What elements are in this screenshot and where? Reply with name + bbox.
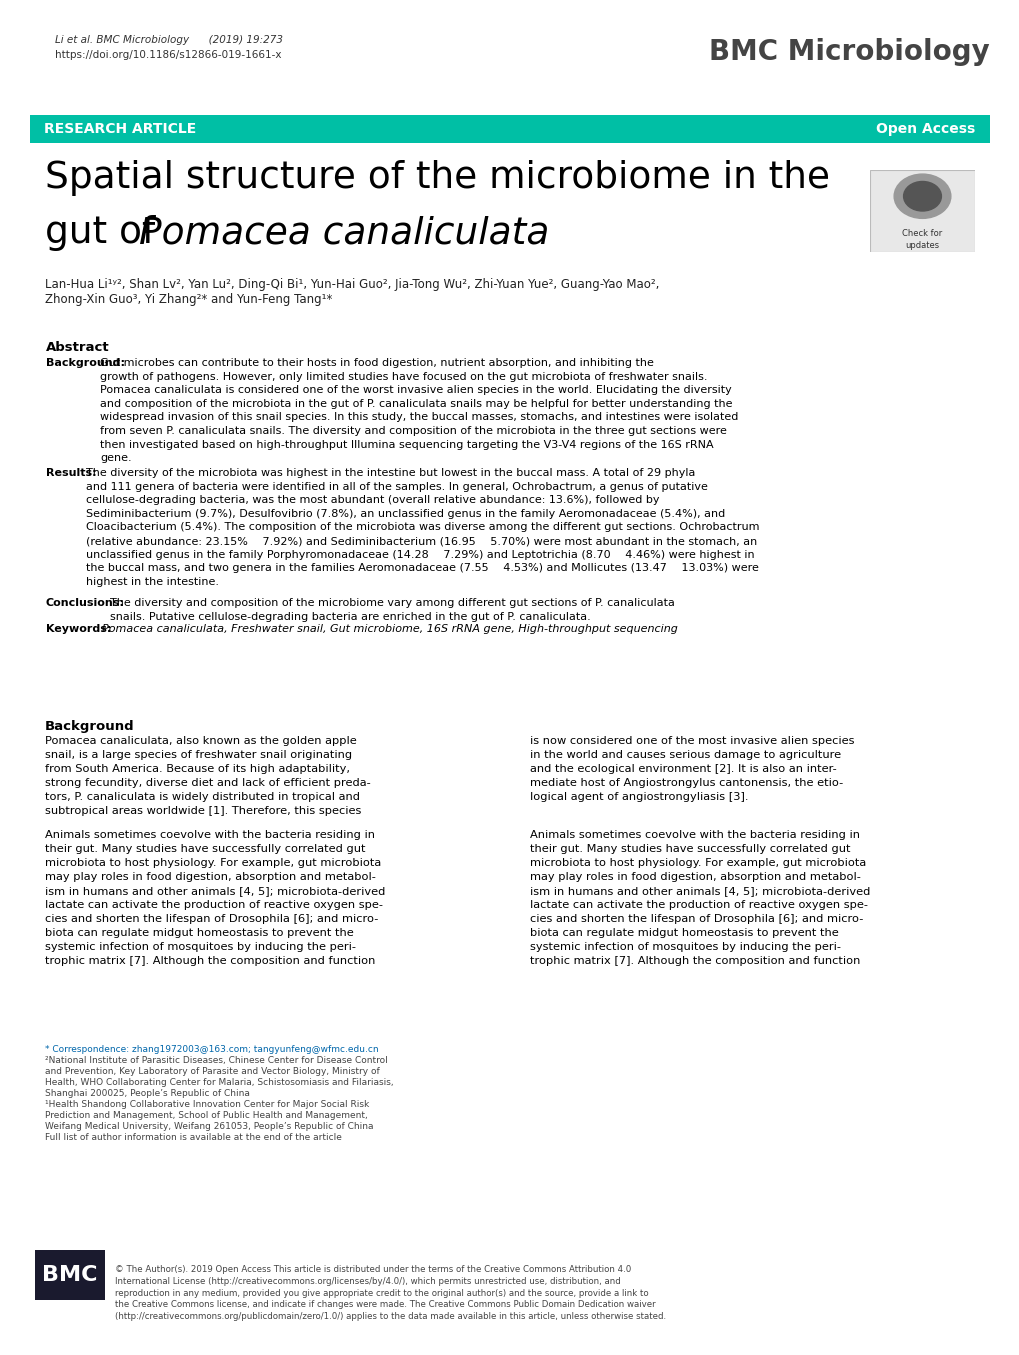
Text: Pomacea canaliculata: Pomacea canaliculata <box>139 215 549 251</box>
Text: Check for: Check for <box>902 229 942 238</box>
Text: RESEARCH ARTICLE: RESEARCH ARTICLE <box>45 122 197 136</box>
Text: Pomacea canaliculata, Freshwater snail, Gut microbiome, 16S rRNA gene, High-thro: Pomacea canaliculata, Freshwater snail, … <box>102 625 678 634</box>
Text: and Prevention, Key Laboratory of Parasite and Vector Biology, Ministry of: and Prevention, Key Laboratory of Parasi… <box>45 1066 379 1076</box>
Text: Abstract: Abstract <box>46 341 109 354</box>
Text: Shanghai 200025, People’s Republic of China: Shanghai 200025, People’s Republic of Ch… <box>45 1089 250 1098</box>
Text: ¹Health Shandong Collaborative Innovation Center for Major Social Risk: ¹Health Shandong Collaborative Innovatio… <box>45 1100 369 1108</box>
Text: BMC: BMC <box>42 1266 98 1285</box>
Text: Li et al. BMC Microbiology      (2019) 19:273: Li et al. BMC Microbiology (2019) 19:273 <box>55 35 282 45</box>
Text: BMC Microbiology: BMC Microbiology <box>708 38 989 66</box>
Text: Full list of author information is available at the end of the article: Full list of author information is avail… <box>45 1133 341 1142</box>
Text: Prediction and Management, School of Public Health and Management,: Prediction and Management, School of Pub… <box>45 1111 368 1121</box>
Text: Gut microbes can contribute to their hosts in food digestion, nutrient absorptio: Gut microbes can contribute to their hos… <box>100 358 738 463</box>
Text: © The Author(s). 2019 Open Access This article is distributed under the terms of: © The Author(s). 2019 Open Access This a… <box>115 1266 665 1321</box>
Text: Spatial structure of the microbiome in the: Spatial structure of the microbiome in t… <box>45 160 829 196</box>
Text: Animals sometimes coevolve with the bacteria residing in
their gut. Many studies: Animals sometimes coevolve with the bact… <box>530 831 869 966</box>
Text: The diversity and composition of the microbiome vary among different gut section: The diversity and composition of the mic… <box>110 598 675 622</box>
Text: Background:: Background: <box>46 358 125 369</box>
Text: updates: updates <box>905 241 938 249</box>
Text: ²National Institute of Parasitic Diseases, Chinese Center for Disease Control: ²National Institute of Parasitic Disease… <box>45 1056 387 1065</box>
Text: Pomacea canaliculata, also known as the golden apple
snail, is a large species o: Pomacea canaliculata, also known as the … <box>45 736 370 816</box>
FancyBboxPatch shape <box>25 321 994 696</box>
Text: Background: Background <box>45 720 135 733</box>
Text: Weifang Medical University, Weifang 261053, People’s Republic of China: Weifang Medical University, Weifang 2610… <box>45 1122 373 1131</box>
Circle shape <box>894 173 950 218</box>
Text: Lan-Hua Li¹ʸ², Shan Lv², Yan Lu², Ding-Qi Bi¹, Yun-Hai Guo², Jia-Tong Wu², Zhi-Y: Lan-Hua Li¹ʸ², Shan Lv², Yan Lu², Ding-Q… <box>45 278 658 291</box>
Text: Zhong-Xin Guo³, Yi Zhang²* and Yun-Feng Tang¹*: Zhong-Xin Guo³, Yi Zhang²* and Yun-Feng … <box>45 293 332 306</box>
FancyBboxPatch shape <box>869 169 974 252</box>
Text: * Correspondence: zhang1972003@163.com; tangyunfeng@wfmc.edu.cn: * Correspondence: zhang1972003@163.com; … <box>45 1045 378 1054</box>
Text: gut of: gut of <box>45 215 167 251</box>
Text: Results:: Results: <box>46 467 97 478</box>
Circle shape <box>903 182 941 211</box>
Text: Keywords:: Keywords: <box>46 625 111 634</box>
Text: Health, WHO Collaborating Center for Malaria, Schistosomiasis and Filariasis,: Health, WHO Collaborating Center for Mal… <box>45 1079 393 1087</box>
Text: https://doi.org/10.1186/s12866-019-1661-x: https://doi.org/10.1186/s12866-019-1661-… <box>55 50 281 60</box>
Text: Open Access: Open Access <box>875 122 974 136</box>
Text: is now considered one of the most invasive alien species
in the world and causes: is now considered one of the most invasi… <box>530 736 854 802</box>
Text: Animals sometimes coevolve with the bacteria residing in
their gut. Many studies: Animals sometimes coevolve with the bact… <box>45 831 385 966</box>
Text: The diversity of the microbiota was highest in the intestine but lowest in the b: The diversity of the microbiota was high… <box>86 467 759 587</box>
Text: Conclusions:: Conclusions: <box>46 598 124 608</box>
